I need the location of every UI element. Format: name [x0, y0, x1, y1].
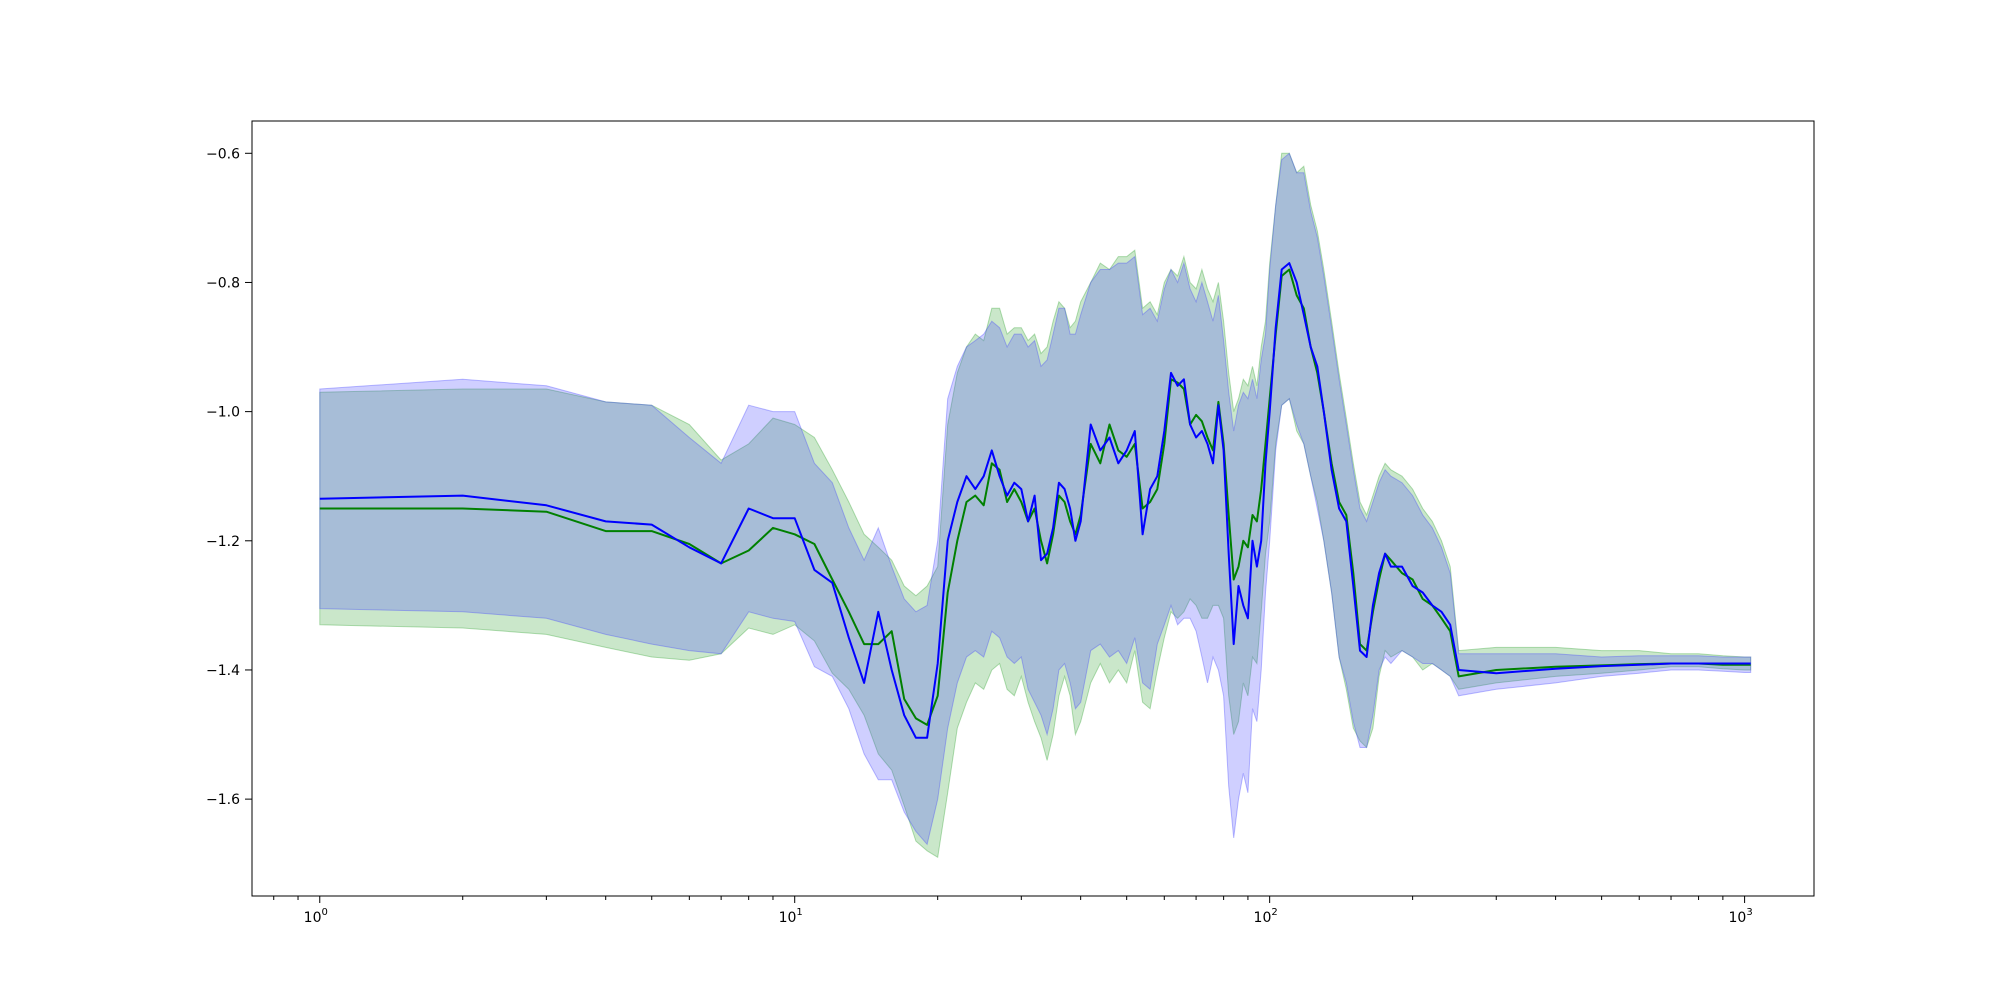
series-lines: [319, 262, 1751, 739]
x-tick-label: 103: [1728, 907, 1752, 926]
x-tick-label: 102: [1254, 907, 1278, 926]
y-tick-label: −1.6: [206, 792, 240, 808]
y-tick-label: −1.0: [206, 405, 240, 421]
line-series-2: [319, 262, 1751, 739]
y-tick-label: −0.6: [206, 146, 240, 162]
y-axis: −0.6 −0.8 −1.0 −1.2 −1.4 −1.6: [206, 146, 252, 808]
y-tick-label: −1.4: [206, 663, 240, 679]
y-tick-label: −1.2: [206, 534, 240, 550]
x-tick-label: 100: [304, 907, 328, 926]
x-tick-label: 101: [779, 907, 803, 926]
y-tick-label: −0.8: [206, 275, 240, 291]
x-axis: 100 101 102 103: [273, 896, 1753, 926]
plot-frame: [251, 120, 1815, 897]
